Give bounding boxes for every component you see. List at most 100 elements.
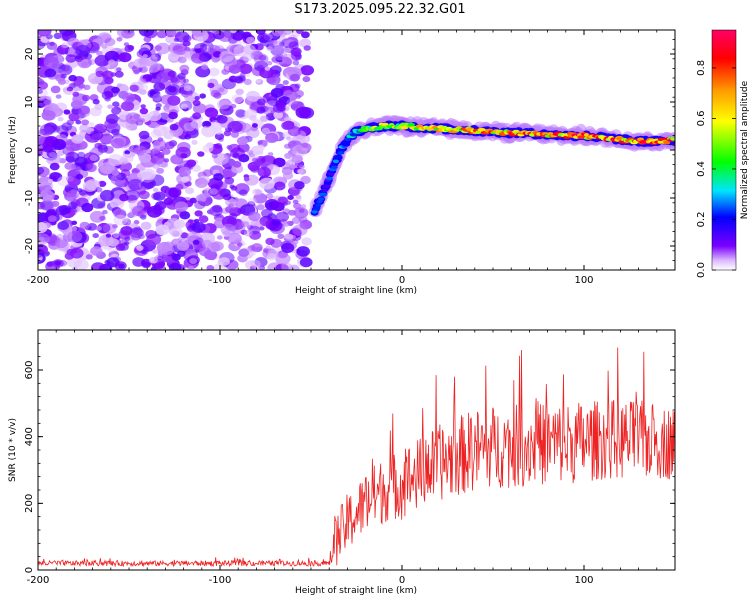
noise-blob [65,155,75,163]
noise-blob [53,48,64,57]
noise-blob [270,87,284,98]
noise-blob [45,261,60,270]
noise-blob [206,265,215,270]
noise-blob [214,128,223,135]
noise-blob [211,56,220,63]
noise-blob [75,173,84,180]
noise-blob [291,47,302,56]
noise-blob [273,49,288,61]
noise-blob [212,30,221,35]
noise-blob [223,130,232,137]
snr-series-line [38,347,675,568]
noise-blob [118,52,132,63]
noise-blob [179,64,190,73]
noise-blob [275,252,291,265]
noise-blob [154,45,162,51]
noise-blob [238,247,254,260]
noise-blob [266,61,273,66]
noise-blob [47,178,54,184]
noise-blob [238,189,248,197]
ridge-core [333,154,342,159]
noise-blob [137,57,150,67]
noise-blob [71,220,78,225]
noise-blob [163,158,170,163]
noise-blob [87,122,95,128]
noise-blob [218,257,230,266]
noise-blob [169,76,180,85]
x-tick-label: -100 [209,275,232,286]
noise-blob [164,141,175,150]
noise-blob [259,34,271,44]
noise-blob [38,202,46,210]
noise-blob [176,241,190,251]
noise-blob [123,241,130,246]
noise-blob [56,150,65,157]
noise-blob [57,78,66,85]
noise-blob [282,80,289,85]
noise-blob [116,67,122,72]
noise-blob [111,169,120,176]
noise-blob [143,36,152,43]
noise-blob [281,242,295,253]
noise-blob [230,131,239,138]
colorbar: 0.0 0.2 0.4 0.6 0.8 Normalized spectral ampl… [696,29,750,278]
heatmap-marks [38,30,675,270]
noise-blob [171,253,181,261]
noise-blob [38,221,48,234]
noise-blob [113,214,128,226]
noise-blob [112,232,120,239]
noise-blob [250,259,261,268]
noise-blob [71,226,78,232]
noise-blob [106,257,120,268]
noise-blob [156,30,167,39]
noise-blob [243,229,253,237]
y-tick-label: -10 [24,190,35,206]
noise-blob [92,99,100,105]
noise-blob [95,70,104,78]
noise-blob [232,161,242,168]
noise-blob [140,214,147,220]
noise-blob [38,129,45,136]
noise-blob [173,219,186,229]
noise-blob [229,202,239,209]
noise-blob [291,216,302,224]
noise-blob [97,142,108,151]
noise-blob [222,193,232,201]
noise-blob [207,82,215,89]
noise-blob [77,57,92,69]
noise-blob [192,99,201,107]
noise-blob [201,239,213,248]
noise-blob [208,253,217,261]
noise-blob [99,133,114,145]
ridge-core [332,159,339,164]
noise-blob [133,69,140,75]
noise-blob [178,166,191,177]
noise-blob [133,220,140,225]
noise-blob [112,101,120,107]
noise-blob [281,262,293,270]
noise-blob [251,123,258,128]
noise-blob [220,223,236,236]
noise-blob [216,235,223,240]
noise-blob [71,134,84,144]
noise-blob [40,190,55,202]
noise-blob [57,116,64,122]
noise-blob [183,85,192,92]
noise-blob [87,163,94,169]
noise-blob [75,120,82,125]
colorbar-tick-label: 0.0 [696,262,707,278]
noise-blob [75,44,91,57]
noise-blob [38,89,43,94]
noise-blob [162,148,171,155]
noise-blob [38,58,44,66]
noise-blob [111,106,122,115]
noise-blob [195,48,202,54]
noise-blob [123,42,130,47]
noise-blob [42,144,53,153]
noise-blob [293,207,309,219]
noise-blob [214,217,225,225]
noise-blob [116,243,126,251]
noise-blob [158,261,164,266]
noise-blob [194,96,200,101]
